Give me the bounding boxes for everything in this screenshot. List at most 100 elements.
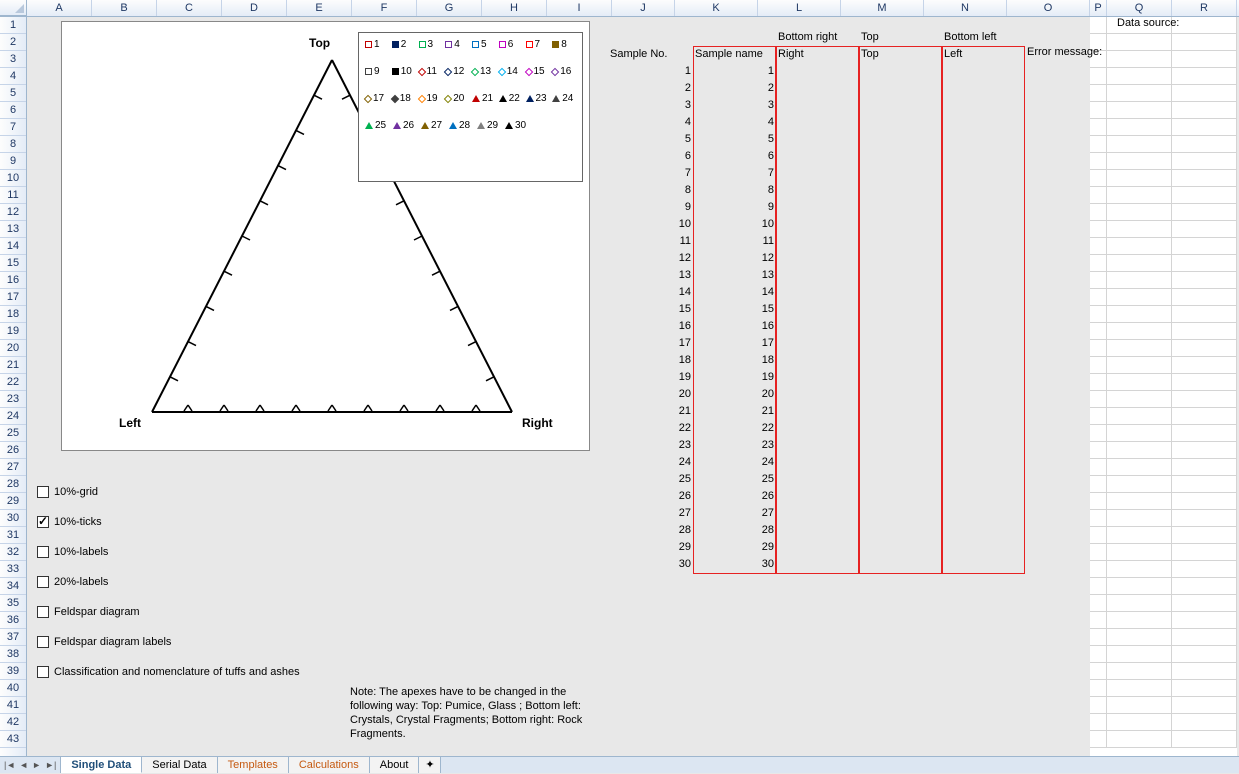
cell-sample-no[interactable]: 11 xyxy=(608,233,693,250)
checkbox-10-ticks[interactable]: 10%-ticks xyxy=(37,507,300,537)
table-row[interactable]: 2424 xyxy=(608,454,776,471)
cell-sample-name[interactable]: 12 xyxy=(693,250,776,267)
checkbox-classification-and-nomenclature-of-tuffs-and-ashes[interactable]: Classification and nomenclature of tuffs… xyxy=(37,657,300,687)
row-header-41[interactable]: 41 xyxy=(0,697,26,714)
table-row[interactable]: 2020 xyxy=(608,386,776,403)
checkbox-10-labels[interactable]: 10%-labels xyxy=(37,537,300,567)
table-row[interactable]: 2727 xyxy=(608,505,776,522)
cell-sample-name[interactable]: 17 xyxy=(693,335,776,352)
row-header-25[interactable]: 25 xyxy=(0,425,26,442)
table-row[interactable]: 2323 xyxy=(608,437,776,454)
cell-sample-name[interactable]: 27 xyxy=(693,505,776,522)
table-row[interactable]: 2828 xyxy=(608,522,776,539)
row-header-30[interactable]: 30 xyxy=(0,510,26,527)
cell-sample-no[interactable]: 24 xyxy=(608,454,693,471)
cell-sample-name[interactable]: 20 xyxy=(693,386,776,403)
cell-sample-name[interactable]: 29 xyxy=(693,539,776,556)
table-row[interactable]: 11 xyxy=(608,63,776,80)
cell-sample-no[interactable]: 17 xyxy=(608,335,693,352)
new-sheet-tab[interactable]: ✦ xyxy=(419,757,441,773)
sheet-tab-about[interactable]: About xyxy=(370,757,420,773)
cell-sample-no[interactable]: 5 xyxy=(608,131,693,148)
row-header-40[interactable]: 40 xyxy=(0,680,26,697)
cell-sample-no[interactable]: 27 xyxy=(608,505,693,522)
row-header-22[interactable]: 22 xyxy=(0,374,26,391)
cell-sample-no[interactable]: 12 xyxy=(608,250,693,267)
sheet-tab-serial-data[interactable]: Serial Data xyxy=(142,757,217,773)
cell-sample-no[interactable]: 13 xyxy=(608,267,693,284)
table-row[interactable]: 2525 xyxy=(608,471,776,488)
table-row[interactable]: 88 xyxy=(608,182,776,199)
row-header-4[interactable]: 4 xyxy=(0,68,26,85)
row-header-33[interactable]: 33 xyxy=(0,561,26,578)
row-header-42[interactable]: 42 xyxy=(0,714,26,731)
cell-sample-no[interactable]: 6 xyxy=(608,148,693,165)
select-all-corner[interactable] xyxy=(0,0,27,16)
cell-sample-name[interactable]: 24 xyxy=(693,454,776,471)
cell-sample-name[interactable]: 13 xyxy=(693,267,776,284)
col-header-N[interactable]: N xyxy=(924,0,1007,16)
table-row[interactable]: 3030 xyxy=(608,556,776,573)
col-header-G[interactable]: G xyxy=(417,0,482,16)
cell-sample-name[interactable]: 8 xyxy=(693,182,776,199)
cell-sample-no[interactable]: 18 xyxy=(608,352,693,369)
row-header-7[interactable]: 7 xyxy=(0,119,26,136)
cell-sample-name[interactable]: 19 xyxy=(693,369,776,386)
row-header-39[interactable]: 39 xyxy=(0,663,26,680)
row-header-16[interactable]: 16 xyxy=(0,272,26,289)
cell-sample-name[interactable]: 28 xyxy=(693,522,776,539)
cell-sample-no[interactable]: 14 xyxy=(608,284,693,301)
row-header-43[interactable]: 43 xyxy=(0,731,26,748)
tab-next-icon[interactable]: ► xyxy=(32,760,41,770)
cell-sample-no[interactable]: 26 xyxy=(608,488,693,505)
cell-sample-no[interactable]: 20 xyxy=(608,386,693,403)
table-row[interactable]: 1313 xyxy=(608,267,776,284)
row-header-14[interactable]: 14 xyxy=(0,238,26,255)
cell-sample-name[interactable]: 25 xyxy=(693,471,776,488)
row-header-36[interactable]: 36 xyxy=(0,612,26,629)
row-header-5[interactable]: 5 xyxy=(0,85,26,102)
cell-sample-name[interactable]: 22 xyxy=(693,420,776,437)
row-header-18[interactable]: 18 xyxy=(0,306,26,323)
col-header-L[interactable]: L xyxy=(758,0,841,16)
checkbox-box[interactable] xyxy=(37,516,49,528)
table-row[interactable]: 55 xyxy=(608,131,776,148)
col-header-F[interactable]: F xyxy=(352,0,417,16)
col-header-J[interactable]: J xyxy=(612,0,675,16)
sheet-tab-calculations[interactable]: Calculations xyxy=(289,757,370,773)
cell-sample-name[interactable]: 6 xyxy=(693,148,776,165)
table-row[interactable]: 1717 xyxy=(608,335,776,352)
col-header-E[interactable]: E xyxy=(287,0,352,16)
sheet-tab-templates[interactable]: Templates xyxy=(218,757,289,773)
checkbox-10-grid[interactable]: 10%-grid xyxy=(37,477,300,507)
col-header-R[interactable]: R xyxy=(1172,0,1237,16)
white-grid-area[interactable] xyxy=(1090,17,1237,756)
cell-sample-name[interactable]: 3 xyxy=(693,97,776,114)
cell-sample-no[interactable]: 19 xyxy=(608,369,693,386)
grid-surface[interactable]: Top Left Right 1234567891011121314151617… xyxy=(27,17,1239,756)
cell-sample-no[interactable]: 28 xyxy=(608,522,693,539)
col-header-O[interactable]: O xyxy=(1007,0,1090,16)
table-row[interactable]: 1414 xyxy=(608,284,776,301)
cell-sample-no[interactable]: 15 xyxy=(608,301,693,318)
row-header-2[interactable]: 2 xyxy=(0,34,26,51)
cell-sample-no[interactable]: 25 xyxy=(608,471,693,488)
row-header-32[interactable]: 32 xyxy=(0,544,26,561)
row-header-13[interactable]: 13 xyxy=(0,221,26,238)
tab-last-icon[interactable]: ►| xyxy=(45,760,56,770)
row-header-8[interactable]: 8 xyxy=(0,136,26,153)
cell-sample-no[interactable]: 3 xyxy=(608,97,693,114)
col-header-B[interactable]: B xyxy=(92,0,157,16)
table-row[interactable]: 2121 xyxy=(608,403,776,420)
table-row[interactable]: 1515 xyxy=(608,301,776,318)
table-row[interactable]: 2929 xyxy=(608,539,776,556)
col-header-H[interactable]: H xyxy=(482,0,547,16)
cell-sample-no[interactable]: 7 xyxy=(608,165,693,182)
row-header-11[interactable]: 11 xyxy=(0,187,26,204)
table-row[interactable]: 22 xyxy=(608,80,776,97)
table-row[interactable]: 1111 xyxy=(608,233,776,250)
row-header-19[interactable]: 19 xyxy=(0,323,26,340)
col-header-Q[interactable]: Q xyxy=(1107,0,1172,16)
table-row[interactable]: 1212 xyxy=(608,250,776,267)
cell-sample-name[interactable]: 16 xyxy=(693,318,776,335)
